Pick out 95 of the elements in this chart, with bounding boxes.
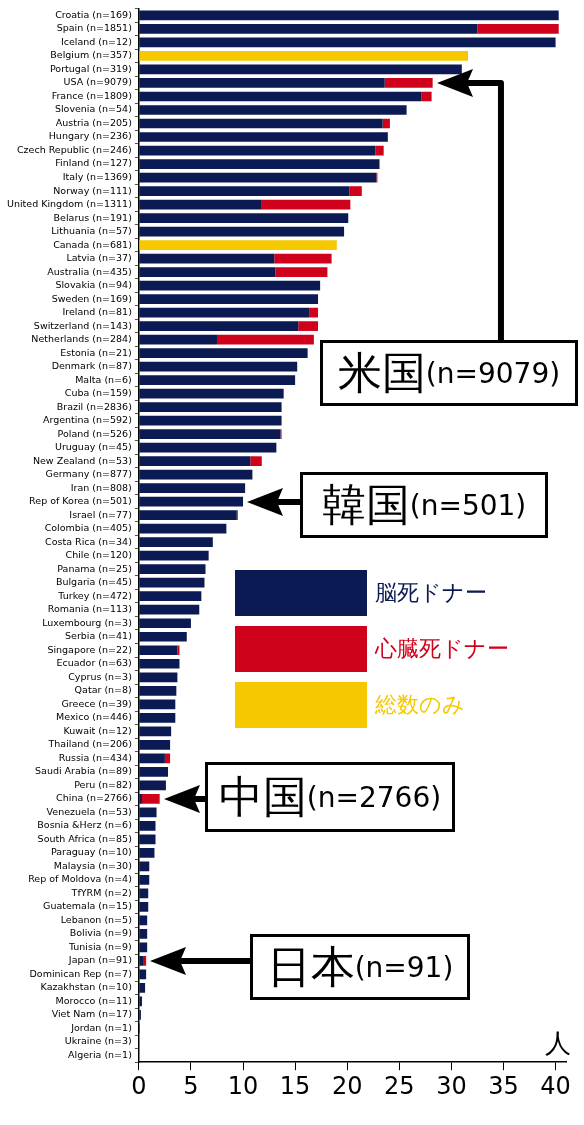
y-tick-label: United Kingdom (n=1311)	[7, 198, 132, 210]
x-tick-label: 25	[384, 1071, 415, 1100]
annotation: 中国(n=2766)	[218, 769, 442, 824]
y-tick-label: Bolivia (n=9)	[69, 927, 132, 939]
annotation: 日本(n=91)	[266, 939, 454, 994]
y-tick-label: Mexico (n=446)	[56, 711, 132, 723]
y-tick-label: Ireland (n=81)	[62, 306, 132, 318]
y-tick-label: Chile (n=120)	[65, 549, 132, 561]
y-tick-label: TfYRM (n=2)	[70, 886, 132, 898]
y-tick-label: Sweden (n=169)	[51, 292, 132, 304]
y-tick-label: Malaysia (n=30)	[53, 859, 132, 871]
y-tick-label: Switzerland (n=143)	[33, 319, 132, 331]
y-tick-label: Dominican Rep (n=7)	[29, 967, 132, 979]
y-tick-label: Kuwait (n=12)	[63, 724, 132, 736]
y-tick-label: Panama (n=25)	[57, 562, 132, 574]
y-tick-label: Algeria (n=1)	[68, 1048, 132, 1060]
text: 脳死ドナー	[375, 579, 487, 607]
y-tick-label: Slovakia (n=94)	[55, 279, 132, 291]
x-tick-label: 20	[331, 1071, 363, 1100]
y-tick-label: Kazakhstan (n=10)	[40, 981, 132, 993]
y-tick-label: Ukraine (n=3)	[64, 1035, 132, 1047]
y-tick-label: China (n=2766)	[56, 792, 132, 804]
y-tick-label: Ecuador (n=63)	[56, 657, 132, 669]
y-tick-label: Iceland (n=12)	[60, 35, 132, 47]
x-tick-label: 10	[227, 1071, 259, 1100]
y-tick-label: Singapore (n=22)	[47, 643, 132, 655]
y-tick-label: Venezuela (n=53)	[46, 805, 132, 817]
annotation: 米国(n=9079)	[337, 345, 561, 400]
y-tick-label: Uruguay (n=45)	[54, 441, 132, 453]
y-tick-label: Russia (n=434)	[58, 751, 132, 763]
x-tick-label: 30	[436, 1071, 467, 1100]
y-tick-label: Bulgaria (n=45)	[55, 576, 132, 588]
x-tick-label: 35	[488, 1071, 519, 1100]
y-tick-label: Lithuania (n=57)	[51, 225, 132, 237]
y-tick-label: Austria (n=205)	[55, 116, 132, 128]
y-tick-label: Tunisia (n=9)	[67, 940, 132, 952]
y-tick-label: Rep of Moldova (n=4)	[28, 873, 132, 885]
y-tick-label: Denmark (n=87)	[51, 360, 132, 372]
y-tick-label: France (n=1809)	[51, 89, 132, 101]
y-tick-label: Japan (n=91)	[67, 954, 132, 966]
y-tick-label: New Zealand (n=53)	[32, 454, 132, 466]
y-tick-label: Italy (n=1369)	[62, 171, 132, 182]
y-tick-label: Iran (n=808)	[70, 481, 132, 493]
y-tick-label: Viet Nam (n=17)	[51, 1008, 132, 1020]
y-tick-label: Saudi Arabia (n=89)	[35, 765, 132, 777]
y-tick-label: Colombia (n=405)	[44, 522, 132, 534]
y-tick-label: Argentina (n=592)	[42, 414, 132, 426]
y-tick-label: Croatia (n=169)	[55, 8, 132, 20]
y-tick-label: Finland (n=127)	[55, 157, 132, 169]
text: 総数のみ	[375, 691, 465, 719]
y-tick-label: Guatemala (n=15)	[43, 900, 132, 912]
y-tick-label: Peru (n=82)	[74, 778, 132, 790]
y-tick-label: Netherlands (n=284)	[31, 333, 132, 345]
y-tick-label: Thailand (n=206)	[47, 738, 132, 750]
y-tick-label: Australia (n=435)	[47, 265, 132, 277]
y-tick-label: Hungary (n=236)	[48, 130, 132, 142]
y-tick-label: Israel (n=77)	[69, 508, 132, 520]
annotation: 韓国(n=501)	[321, 477, 527, 532]
y-tick-label: Canada (n=681)	[53, 238, 132, 250]
y-tick-label: Belgium (n=357)	[50, 49, 132, 61]
y-tick-label: Luxembourg (n=3)	[42, 616, 132, 628]
y-tick-label: Germany (n=877)	[45, 468, 132, 480]
y-tick-label: Jordan (n=1)	[70, 1021, 132, 1033]
x-tick-label: 0	[131, 1071, 147, 1100]
x-tick-label: 40	[540, 1071, 571, 1100]
y-tick-label: Czech Republic (n=246)	[16, 143, 132, 155]
y-tick-label: Cyprus (n=3)	[68, 670, 132, 682]
y-tick-label: Lebanon (n=5)	[60, 913, 132, 925]
y-tick-label: Poland (n=526)	[57, 427, 132, 439]
y-tick-label: Costa Rica (n=34)	[45, 535, 132, 547]
y-tick-label: Romania (n=113)	[47, 603, 132, 615]
y-tick-label: Estonia (n=21)	[60, 346, 132, 358]
y-tick-label: Greece (n=39)	[61, 697, 132, 709]
y-tick-label: Cuba (n=159)	[64, 387, 132, 399]
y-tick-label: Paraguay (n=10)	[50, 846, 132, 858]
y-tick-label: Brazil (n=2836)	[56, 400, 132, 412]
y-tick-label: Latvia (n=37)	[66, 252, 132, 264]
y-tick-label: USA (n=9079)	[63, 76, 132, 88]
y-tick-label: Rep of Korea (n=501)	[29, 495, 132, 507]
y-tick-label: Malta (n=6)	[75, 373, 132, 385]
y-tick-label: Norway (n=111)	[53, 184, 132, 196]
y-tick-label: Belarus (n=191)	[53, 211, 132, 223]
y-tick-label: Portugal (n=319)	[49, 62, 132, 74]
y-tick-label: Bosnia &Herz (n=6)	[37, 819, 132, 831]
y-tick-label: Serbia (n=41)	[65, 630, 132, 642]
x-axis-title: 人	[545, 1027, 571, 1058]
y-tick-label: South Africa (n=85)	[37, 832, 132, 844]
text: 心臓死ドナー	[375, 635, 509, 663]
y-tick-label: Qatar (n=8)	[74, 684, 132, 696]
y-tick-label: Spain (n=1851)	[56, 22, 132, 34]
y-tick-label: Turkey (n=472)	[57, 589, 132, 601]
y-tick-label: Morocco (n=11)	[55, 994, 132, 1006]
x-tick-label: 5	[183, 1071, 199, 1100]
y-tick-label: Slovenia (n=54)	[54, 103, 132, 115]
x-tick-label: 15	[279, 1071, 311, 1100]
